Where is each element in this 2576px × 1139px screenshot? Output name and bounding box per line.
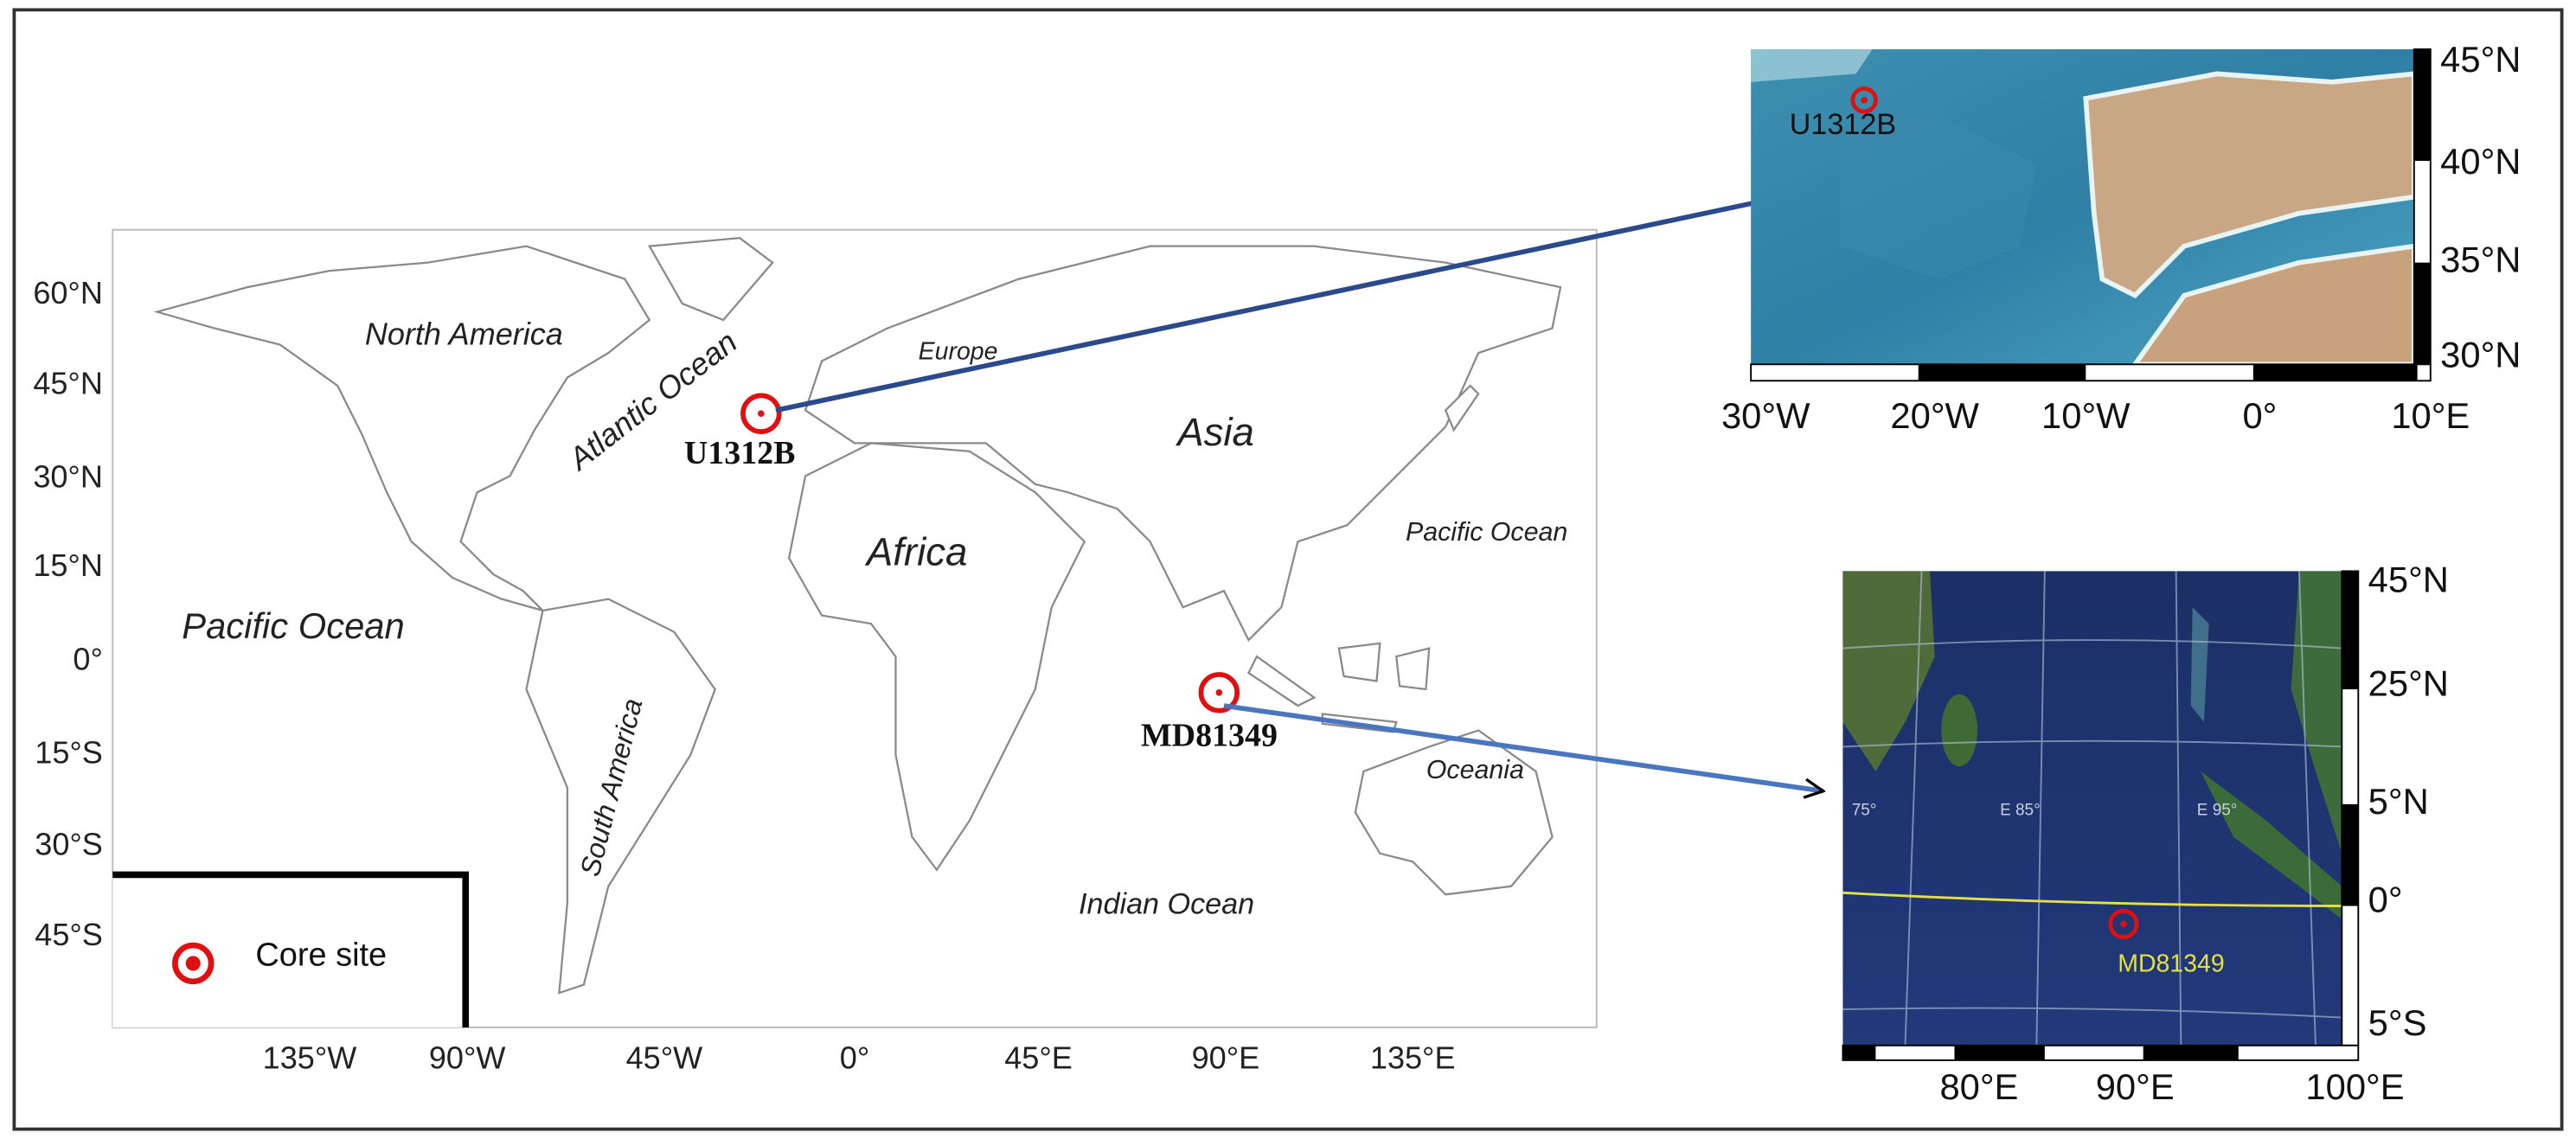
site-label: MD81349	[2118, 950, 2224, 977]
lon-label: 135°E	[1370, 1040, 1456, 1075]
scale-bar-segment	[2342, 571, 2359, 690]
region-label: Oceania	[1426, 756, 1524, 784]
grid-label: E 85°	[2000, 801, 2041, 819]
inset-indian-ocean: 75° E 85° E 95° 45°N 25°N 5°N 0° 5°S 80°…	[1842, 560, 2449, 1107]
region-label: Africa	[864, 529, 967, 573]
lat-label: 45°N	[2368, 560, 2449, 600]
region-label: Indian Ocean	[1079, 888, 1254, 921]
lon-label: 135°W	[263, 1040, 357, 1075]
lat-label: 45°S	[35, 917, 103, 952]
lat-label: 15°N	[33, 547, 103, 583]
legend-symbol-dot	[185, 956, 201, 971]
main-map: 60°N 45°N 30°N 15°N 0° 15°S 30°S 45°S 13…	[33, 228, 1598, 1075]
lon-label: 20°W	[1890, 395, 1979, 436]
lon-label: 10°W	[2041, 395, 2131, 436]
lat-label: 60°N	[33, 275, 103, 310]
lon-label: 45°E	[1004, 1040, 1073, 1075]
north-america	[153, 245, 651, 613]
scale-bar-segment	[1918, 364, 2086, 381]
lon-label: 80°E	[1939, 1066, 2018, 1107]
lon-label: 90°W	[429, 1040, 506, 1075]
site-label: MD81349	[1141, 718, 1278, 754]
scale-bar-segment	[2413, 48, 2431, 161]
site-marker-dot	[1861, 96, 1868, 104]
lon-label: 45°W	[626, 1040, 703, 1075]
india	[1842, 571, 1935, 771]
lat-label: 30°N	[2440, 335, 2521, 375]
lon-label: 30°W	[1721, 395, 1810, 436]
scale-bar-segment	[1954, 1045, 2045, 1060]
lat-label: 0°	[2368, 880, 2403, 920]
scale-bar-segment	[1842, 1045, 1876, 1060]
region-label: Pacific Ocean	[1406, 518, 1567, 547]
lat-label: 5°S	[2368, 1002, 2427, 1043]
region-label: Pacific Ocean	[182, 605, 404, 646]
sri-lanka	[1941, 694, 1978, 767]
lat-label: 40°N	[2440, 141, 2521, 182]
region-label: Europe	[919, 338, 998, 366]
legend-border	[112, 871, 470, 1027]
sumatra	[2201, 771, 2342, 919]
site-marker	[2108, 908, 2139, 939]
inset-north-atlantic: 45°N 40°N 35°N 30°N 30°W 20°W 10°W 0° 10…	[1721, 39, 2521, 436]
grid-label: E 95°	[2197, 801, 2238, 819]
southeast-asia	[2291, 571, 2342, 854]
site-label: U1312B	[1790, 108, 1896, 141]
lat-label: 0°	[73, 641, 102, 676]
site-label: U1312B	[684, 435, 796, 471]
greenland	[647, 236, 774, 322]
grid-label: 75°	[1852, 801, 1877, 819]
lon-label: 90°E	[2096, 1066, 2175, 1107]
lon-label: 90°E	[1192, 1040, 1260, 1075]
region-label: Asia	[1175, 410, 1254, 454]
andaman-ridge	[2190, 607, 2209, 722]
legend-symbol	[172, 942, 215, 985]
scale-bar-segment	[2342, 803, 2359, 906]
shelf	[1751, 48, 1873, 82]
seafloor-relief	[1839, 114, 2037, 279]
graticule	[1842, 571, 2342, 1046]
equator	[1842, 891, 2342, 907]
lat-label: 45°N	[33, 365, 103, 400]
iberia	[2083, 71, 2417, 299]
scale-bar-segment	[2252, 364, 2418, 381]
australia	[1354, 729, 1554, 896]
lon-label: 100°E	[2305, 1066, 2404, 1107]
scale-bar	[1842, 1044, 2360, 1061]
legend-label: Core site	[255, 937, 387, 973]
region-label: North America	[365, 317, 563, 352]
site-marker	[1198, 672, 1240, 713]
lat-label: 25°N	[2368, 662, 2449, 703]
africa	[787, 442, 1086, 872]
lat-label: 15°S	[35, 734, 103, 770]
legend-background	[112, 874, 466, 1027]
south-america	[525, 598, 716, 995]
lat-label: 35°N	[2440, 240, 2521, 280]
site-marker	[740, 393, 782, 434]
site-marker-dot	[1215, 689, 1223, 696]
site-marker-dot	[2120, 920, 2127, 928]
eurasia	[804, 245, 1562, 643]
site-marker	[1850, 86, 1878, 114]
connector-arrow	[1223, 703, 1823, 791]
connector-arrow	[775, 197, 1782, 413]
scale-bar-segment	[2413, 262, 2431, 365]
japan	[1444, 384, 1480, 432]
legend: Core site	[112, 871, 470, 1027]
lat-label: 45°N	[2440, 39, 2521, 80]
lat-label: 30°S	[35, 827, 103, 862]
lat-label: 30°N	[33, 459, 103, 495]
site-marker-dot	[758, 410, 765, 418]
lat-label: 5°N	[2368, 781, 2429, 822]
lon-label: 0°	[840, 1040, 869, 1075]
lon-label: 0°	[2242, 395, 2277, 436]
scale-bar-segment	[2143, 1045, 2239, 1060]
lon-label: 10°E	[2391, 395, 2470, 436]
